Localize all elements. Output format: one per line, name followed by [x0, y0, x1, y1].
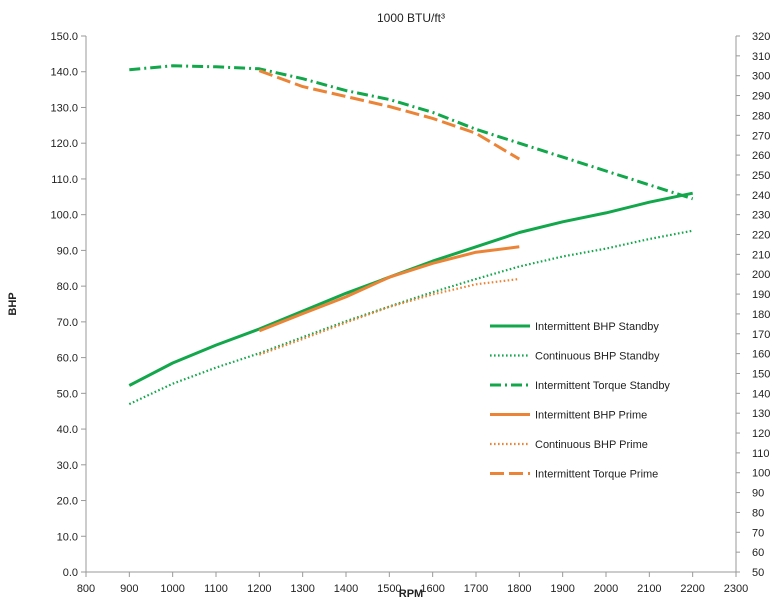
y2-tick-label: 120 [752, 428, 770, 440]
x-tick-label: 2100 [637, 583, 661, 595]
y2-tick-label: 230 [752, 210, 770, 222]
y2-tick-label: 210 [752, 249, 770, 261]
y-tick-label: 40.0 [57, 424, 78, 436]
y2-tick-label: 300 [752, 71, 770, 83]
y2-tick-label: 110 [752, 448, 770, 460]
y2-tick-label: 320 [752, 31, 770, 43]
series-line-2 [128, 229, 693, 406]
series-layer [128, 64, 694, 406]
y2-tick-label: 160 [752, 349, 770, 361]
x-tick-label: 900 [120, 583, 138, 595]
x-tick-label: 1400 [334, 583, 358, 595]
y-tick-label: 130.0 [50, 102, 78, 114]
series-line-3 [129, 64, 694, 201]
y2-tick-label: 90 [752, 488, 764, 500]
y2-tick-label: 290 [752, 91, 770, 103]
legend-label: Intermittent Torque Standby [535, 380, 670, 392]
y2-tick-label: 60 [752, 547, 764, 559]
y-tick-label: 50.0 [57, 388, 78, 400]
y-tick-label: 10.0 [57, 531, 78, 543]
legend-label: Intermittent BHP Standby [535, 321, 659, 333]
y-tick-label: 100.0 [50, 210, 78, 222]
legend-label: Intermittent BHP Prime [535, 410, 647, 422]
y-tick-label: 140.0 [50, 67, 78, 79]
x-tick-label: 1700 [464, 583, 488, 595]
legend-label: Intermittent Torque Prime [535, 469, 658, 481]
x-tick-label: 1900 [550, 583, 574, 595]
y-tick-label: 80.0 [57, 281, 78, 293]
x-tick-label: 2000 [594, 583, 618, 595]
series-line-4 [258, 245, 520, 333]
y2-tick-label: 140 [752, 388, 770, 400]
y2-tick-label: 130 [752, 408, 770, 420]
y2-tick-label: 170 [752, 329, 770, 341]
series-line-6 [258, 69, 521, 161]
x-tick-label: 1100 [204, 583, 228, 595]
y2-tick-label: 70 [752, 527, 764, 539]
y-tick-label: 30.0 [57, 460, 78, 472]
y-tick-label: 120.0 [50, 138, 78, 150]
y-tick-label: 0.0 [63, 567, 78, 579]
y2-tick-label: 100 [752, 468, 770, 480]
y2-tick-label: 50 [752, 567, 764, 579]
x-tick-label: 1800 [507, 583, 531, 595]
y2-tick-label: 200 [752, 269, 770, 281]
y2-tick-label: 150 [752, 368, 770, 380]
series-line-5 [258, 277, 520, 356]
y2-tick-label: 260 [752, 150, 770, 162]
y2-tick-label: 240 [752, 190, 770, 202]
x-tick-label: 1200 [247, 583, 271, 595]
x-tick-label: 800 [77, 583, 95, 595]
y-tick-label: 20.0 [57, 496, 78, 508]
legend-label: Continuous BHP Prime [535, 439, 648, 451]
y-tick-label: 110.0 [51, 174, 78, 186]
y2-tick-label: 190 [752, 289, 770, 301]
x-axis-label: RPM [399, 588, 423, 600]
x-tick-label: 1000 [160, 583, 184, 595]
y-axis-label: BHP [7, 292, 19, 315]
x-tick-label: 2300 [724, 583, 748, 595]
y-tick-label: 70.0 [57, 317, 78, 329]
x-tick-label: 2200 [680, 583, 704, 595]
chart-title: 1000 BTU/ft³ [377, 11, 445, 25]
y-tick-label: 90.0 [57, 245, 78, 257]
y2-tick-label: 250 [752, 170, 770, 182]
y2-tick-label: 270 [752, 130, 770, 142]
axes: 0.0 10.0 20.0 30.0 40.0 50.0 60.0 70.0 80.0 90.0 1… [50, 31, 770, 595]
x-tick-label: 1600 [420, 583, 444, 595]
legend-label: Continuous BHP Standby [535, 351, 660, 363]
y2-tick-label: 280 [752, 110, 770, 122]
x-tick-label: 1500 [377, 583, 401, 595]
y2-tick-label: 80 [752, 507, 764, 519]
legend: Intermittent BHP Standby Continuous BHP S… [490, 321, 670, 481]
y2-tick-label: 220 [752, 230, 770, 242]
y-tick-label: 150.0 [50, 31, 78, 43]
y-tick-label: 60.0 [57, 353, 78, 365]
y2-tick-label: 180 [752, 309, 770, 321]
x-tick-label: 1300 [290, 583, 314, 595]
y2-tick-label: 310 [752, 51, 770, 63]
